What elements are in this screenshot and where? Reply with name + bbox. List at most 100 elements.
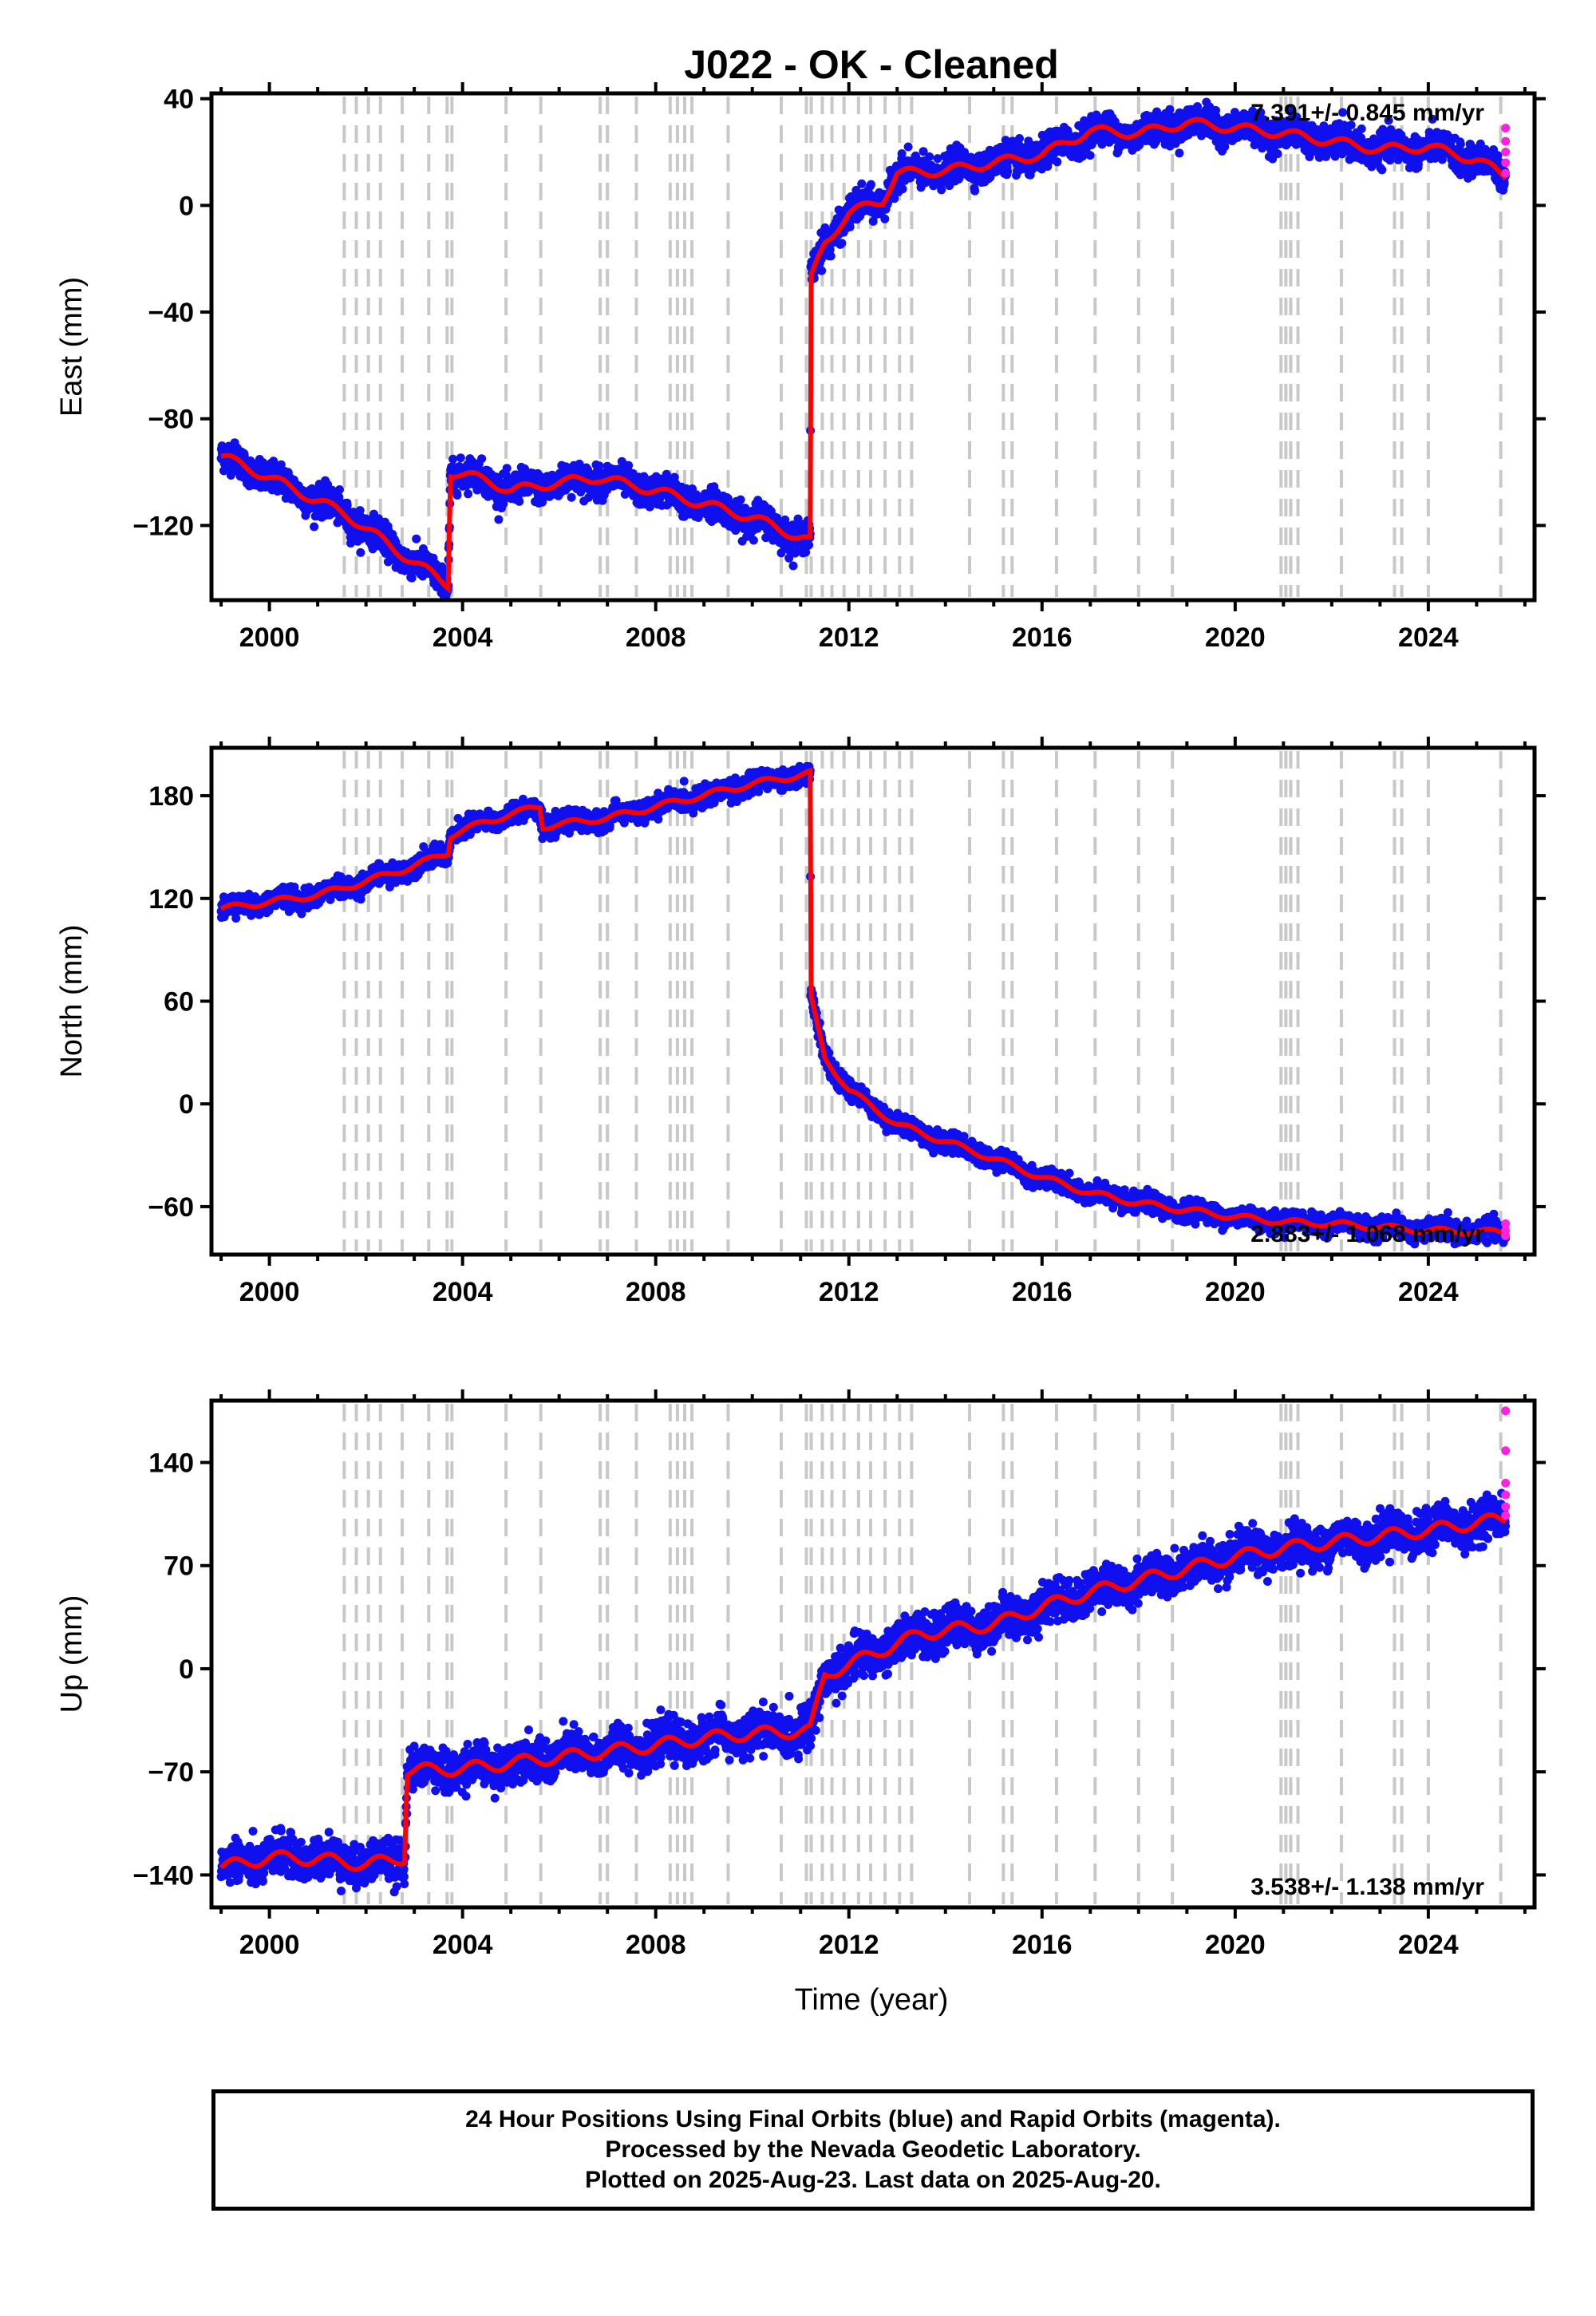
final-point	[903, 142, 913, 152]
final-point	[749, 536, 758, 545]
final-point	[1165, 105, 1175, 114]
final-point	[595, 461, 604, 471]
final-point	[960, 148, 970, 157]
x-tick-label: 2024	[1398, 622, 1459, 653]
final-point	[1053, 157, 1062, 167]
x-tick-label: 2000	[239, 622, 300, 653]
final-point	[412, 534, 421, 543]
final-point	[898, 184, 907, 194]
y-tick-label: −120	[132, 511, 194, 541]
final-point	[407, 573, 417, 583]
model-fit	[220, 117, 1507, 594]
panels: 40 0 −40 −80 −120 2000 2004 2008 2012 2016 2020 202…	[55, 82, 1546, 1960]
y-tick-label: −40	[148, 298, 194, 328]
final-point	[970, 186, 980, 196]
x-tick-label: 2008	[626, 622, 686, 653]
plot-frame	[209, 91, 1537, 603]
final-point	[784, 553, 794, 563]
final-point	[933, 154, 942, 164]
final-point	[857, 179, 867, 188]
y-tick-label: −80	[148, 405, 194, 435]
final-point	[1015, 134, 1024, 143]
final-point	[1357, 124, 1366, 133]
rapid-point-2	[1501, 148, 1511, 157]
final-point	[1493, 151, 1503, 160]
final-point	[438, 566, 448, 575]
final-point	[1078, 152, 1088, 161]
final-point	[1428, 114, 1437, 124]
final-point	[448, 454, 458, 464]
final-point	[663, 500, 673, 509]
velocity-rate-label: 7.391+/- 0.845 mm/yr	[1250, 100, 1484, 126]
final-point	[1456, 140, 1465, 149]
final-point	[567, 492, 576, 502]
final-point	[776, 548, 786, 558]
rapid-point-1	[1501, 136, 1511, 146]
final-point	[937, 185, 946, 195]
final-point	[310, 522, 319, 532]
rapid-point-0	[1501, 123, 1511, 132]
final-point	[867, 180, 875, 189]
rapid-point-3	[1501, 158, 1511, 168]
final-point	[1135, 140, 1144, 150]
y-tick-label: 0	[179, 191, 194, 221]
final-point	[723, 494, 733, 504]
final-orbit-points	[216, 97, 1511, 600]
final-point	[880, 214, 890, 223]
final-point	[897, 149, 907, 158]
final-point	[1346, 121, 1356, 130]
x-tick-label: 2016	[1012, 622, 1073, 653]
final-point	[452, 491, 462, 500]
final-point	[804, 540, 814, 550]
final-point	[1085, 151, 1095, 160]
step-lines	[342, 751, 1503, 1251]
final-point	[515, 496, 524, 506]
x-tick-label: 2020	[1205, 622, 1266, 653]
final-point	[477, 454, 487, 464]
final-point	[1286, 106, 1296, 116]
final-point	[1003, 167, 1013, 176]
chart-title: J022 - OK - Cleaned	[684, 42, 1059, 87]
x-tick-label: 2012	[819, 622, 879, 653]
x-tick-label: 2004	[433, 622, 493, 653]
final-point	[1499, 179, 1509, 188]
final-point	[918, 147, 928, 156]
final-point	[837, 239, 847, 248]
panel-east: 40 0 −40 −80 −120 2000 2004 2008 2012 2016 2020 202…	[55, 82, 1546, 653]
final-point	[346, 539, 355, 548]
final-point	[826, 251, 836, 261]
final-point	[1338, 108, 1348, 117]
rapid-orbit-points	[1501, 123, 1511, 178]
final-point	[356, 547, 365, 557]
final-point	[456, 453, 465, 463]
final-point	[576, 488, 586, 497]
final-point	[1384, 116, 1393, 125]
final-point	[335, 485, 344, 494]
rapid-point-4	[1501, 168, 1511, 178]
final-point	[817, 266, 827, 275]
final-point	[1377, 165, 1387, 175]
final-point	[1175, 148, 1184, 158]
y-axis-label: East (mm)	[55, 277, 89, 417]
final-point	[494, 515, 504, 524]
model-line	[220, 117, 1507, 594]
y-axis: 40 0 −40 −80 −120	[132, 85, 1546, 541]
x-axis: 2000 2004 2008 2012 2016 2020 2024	[219, 82, 1527, 653]
final-point	[464, 489, 473, 499]
final-point	[925, 152, 934, 161]
final-point	[624, 460, 634, 470]
final-point	[1305, 152, 1314, 161]
final-point	[670, 472, 679, 482]
final-point	[355, 506, 365, 516]
final-point	[502, 464, 512, 473]
final-point	[788, 561, 798, 571]
final-point	[868, 216, 878, 226]
final-point	[1273, 149, 1282, 159]
final-point	[1256, 108, 1266, 117]
final-point	[1248, 106, 1258, 116]
final-point	[890, 194, 899, 204]
final-point	[736, 495, 745, 504]
y-tick-label: 40	[164, 85, 194, 115]
